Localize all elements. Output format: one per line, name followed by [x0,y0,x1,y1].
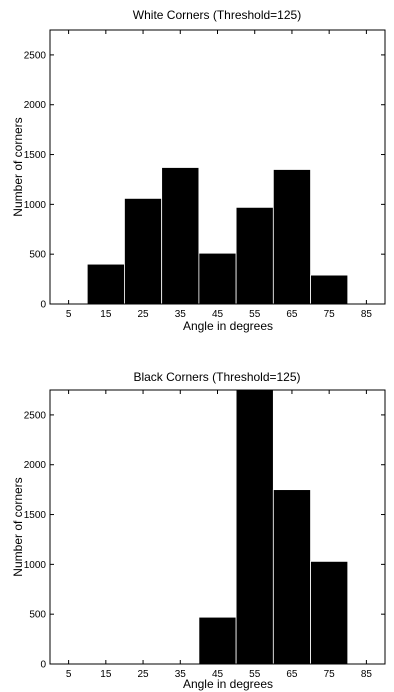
y-axis-ticks: 0 500 1000 1500 2000 2500 [24,410,385,671]
x-axis-label: Angle in degrees [183,319,273,333]
x-tick-label: 65 [286,669,298,680]
bar-55 [235,389,274,665]
bar-65 [272,169,311,305]
bar-75 [310,274,349,305]
x-tick-label: 85 [361,669,373,680]
x-tick-label: 75 [324,669,336,680]
y-tick-label: 1500 [24,510,47,521]
y-tick-label: 500 [29,610,46,621]
y-axis-label: Number of corners [11,117,25,216]
bar-group [86,167,349,305]
bar-55 [235,206,274,305]
x-tick-label: 35 [175,309,187,320]
x-axis-label: Angle in degrees [183,677,273,691]
y-tick-label: 2000 [24,460,47,471]
y-tick-label: 2000 [24,100,47,111]
x-tick-label: 25 [137,669,149,680]
bar-45 [198,252,237,305]
chart-white-corners: White Corners (Threshold=125) 5 15 25 35 45 5… [11,8,386,333]
x-tick-label: 15 [100,309,112,320]
x-axis-ticks: 5 15 25 35 45 55 65 75 85 [66,30,373,320]
y-tick-label: 0 [40,300,46,311]
x-tick-label: 5 [66,309,72,320]
bar-65 [272,489,311,665]
x-tick-label: 55 [249,669,261,680]
chart-title: Black Corners (Threshold=125) [133,370,300,384]
x-tick-label: 75 [324,309,336,320]
chart-black-corners: Black Corners (Threshold=125) 5 15 25 35 45 5… [11,370,386,691]
bar-35 [161,167,200,305]
x-tick-label: 25 [137,309,149,320]
y-tick-label: 1500 [24,150,47,161]
bar-75 [310,560,349,665]
chart-title: White Corners (Threshold=125) [133,8,301,22]
x-tick-label: 65 [286,309,298,320]
y-tick-label: 1000 [24,560,47,571]
bar-group [198,389,349,665]
x-axis-ticks: 5 15 25 35 45 55 65 75 85 [66,390,373,680]
bar-25 [124,197,163,305]
bar-15 [86,263,125,305]
x-tick-label: 5 [66,669,72,680]
y-tick-label: 1000 [24,200,47,211]
x-tick-label: 85 [361,309,373,320]
x-tick-label: 55 [249,309,261,320]
bar-45 [198,616,237,665]
y-tick-label: 0 [40,660,46,671]
y-axis-label: Number of corners [11,477,25,576]
x-tick-label: 45 [212,309,224,320]
y-tick-label: 2500 [24,410,47,421]
x-tick-label: 35 [175,669,187,680]
y-tick-label: 500 [29,250,46,261]
x-tick-label: 45 [212,669,224,680]
x-tick-label: 15 [100,669,112,680]
y-axis-ticks: 0 500 1000 1500 2000 2500 [24,50,385,311]
y-tick-label: 2500 [24,50,47,61]
